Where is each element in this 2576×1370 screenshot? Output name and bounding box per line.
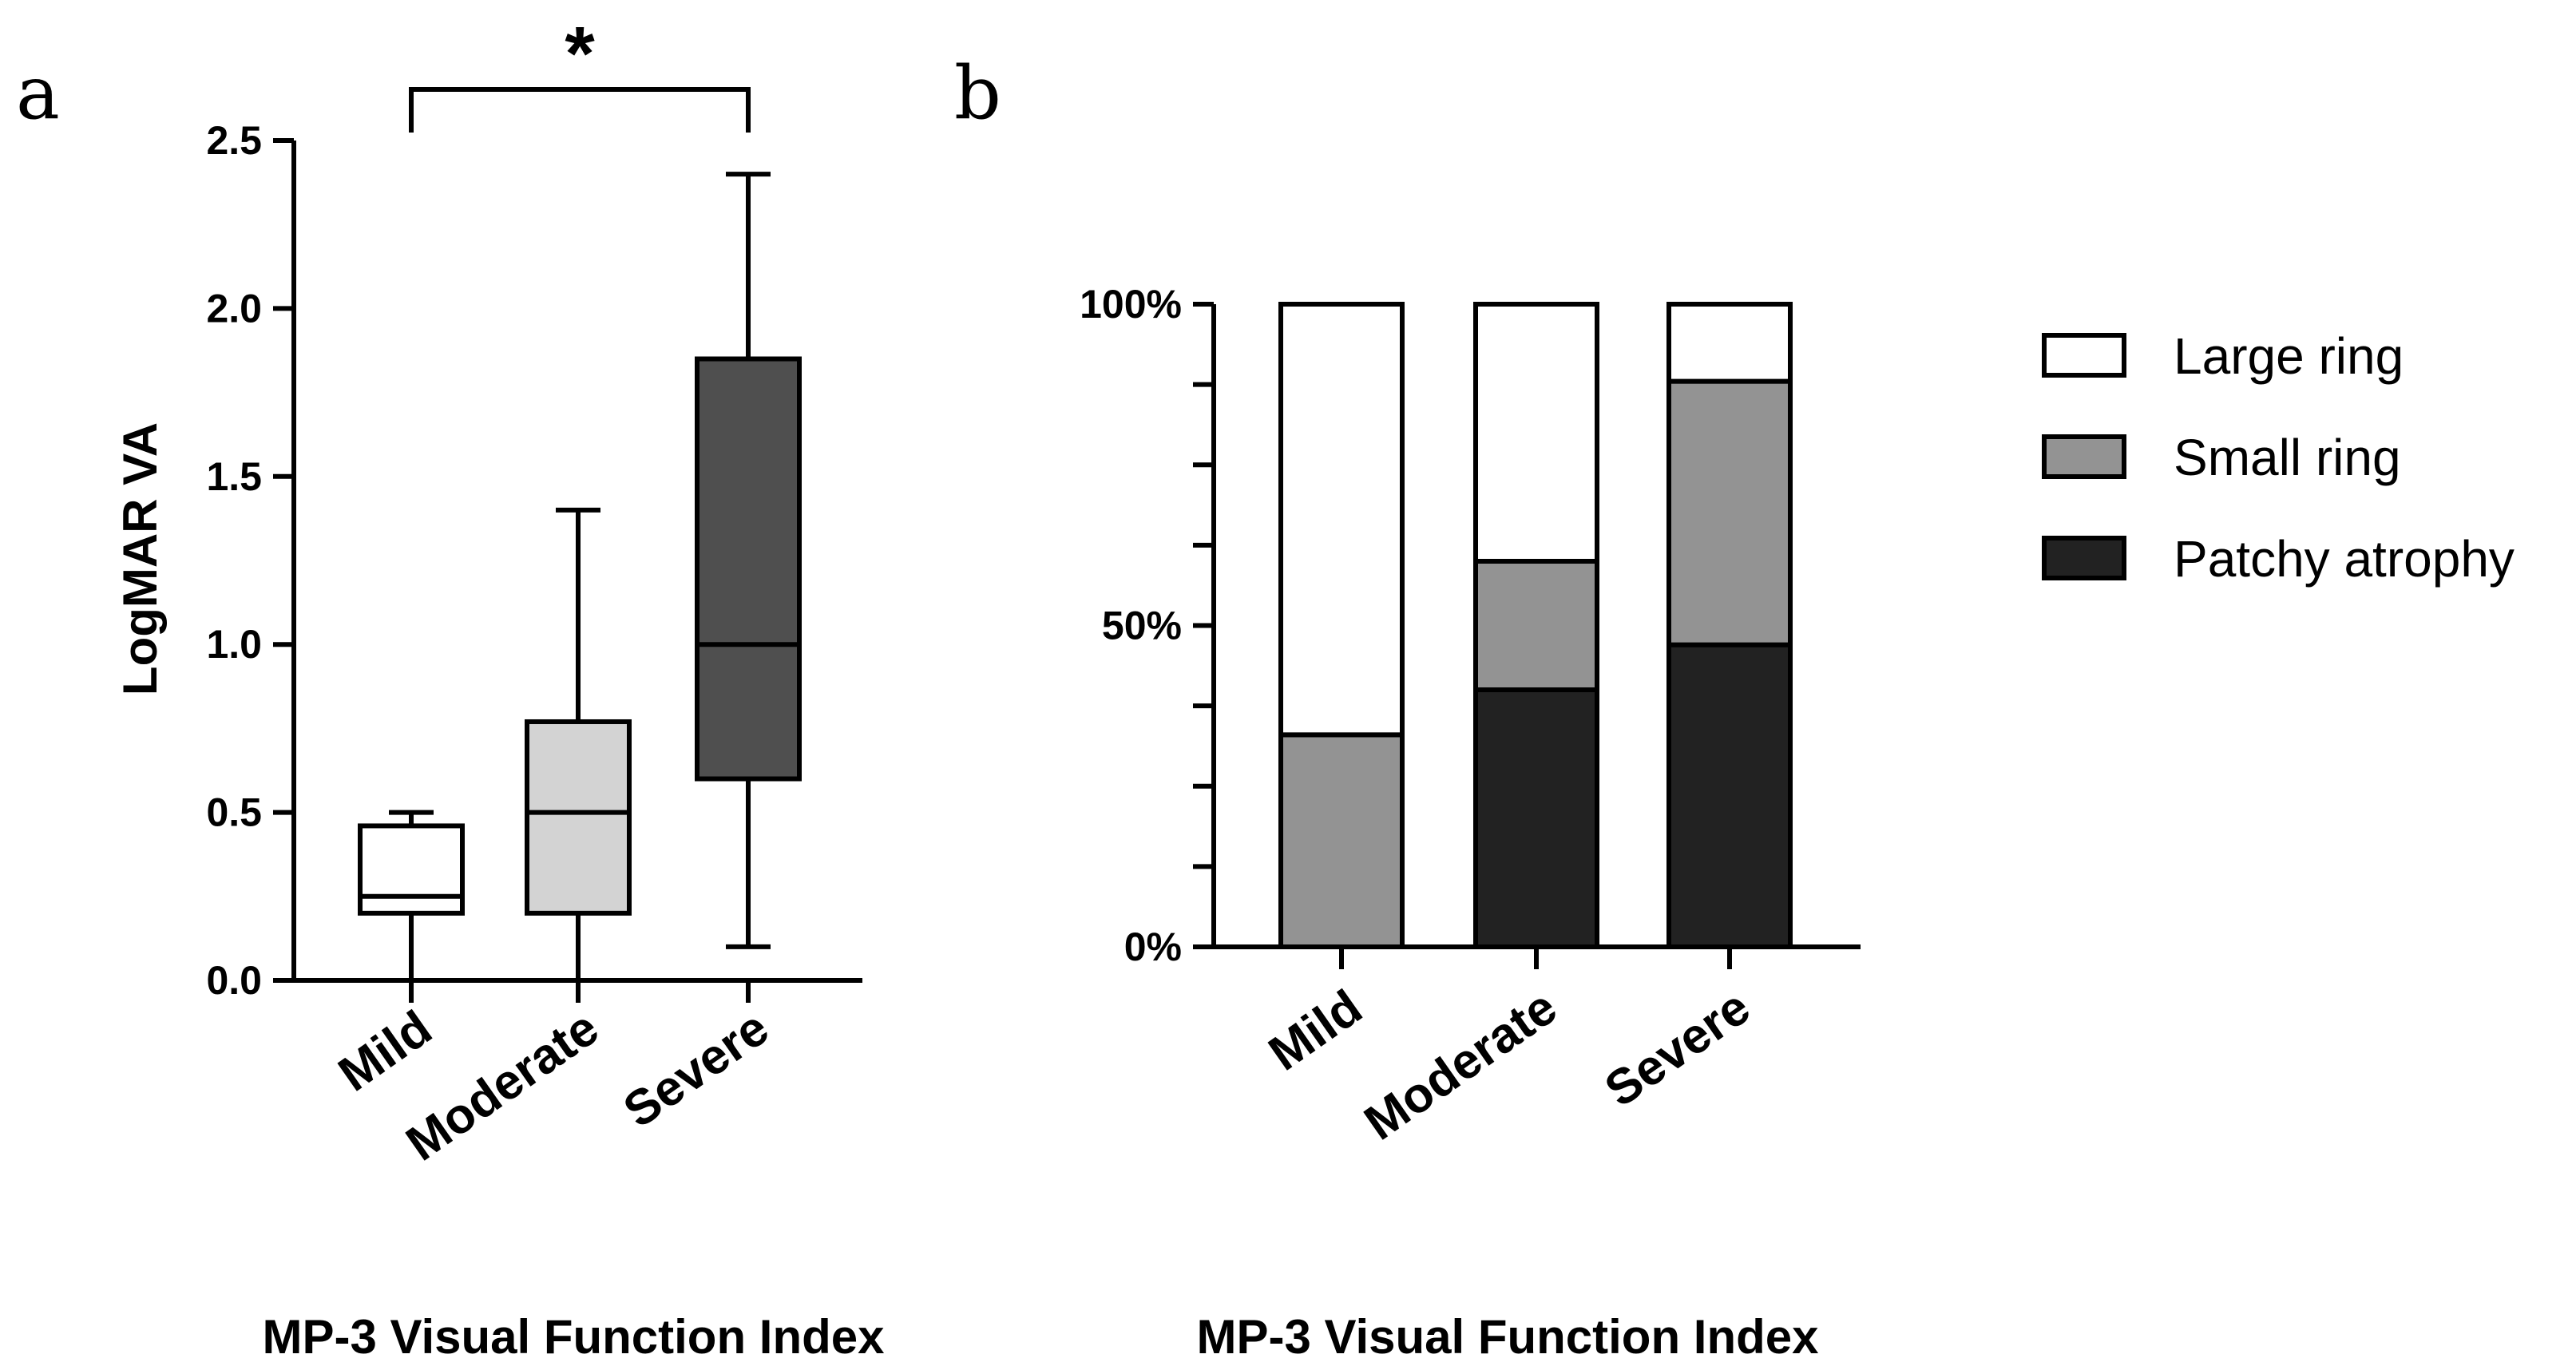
box-plot-boxes xyxy=(358,172,802,980)
panel-letter-b: b xyxy=(954,50,1001,136)
legend: Large ring Small ring Patchy atrophy xyxy=(2042,327,2515,588)
legend-label: Large ring xyxy=(2174,327,2404,385)
legend-label: Patchy atrophy xyxy=(2174,530,2515,588)
x-axis-title: MP-3 Visual Function Index xyxy=(262,1310,884,1364)
significance-star: * xyxy=(565,11,595,97)
stacked-bars xyxy=(1278,302,1793,950)
box-moderate xyxy=(525,719,632,916)
bar-segment-large-ring xyxy=(1666,302,1793,384)
y-tick-label: 1.5 xyxy=(206,454,262,499)
y-tick-label: 2.0 xyxy=(206,286,262,331)
y-axis-title: LogMAR VA xyxy=(113,422,167,695)
legend-label: Small ring xyxy=(2174,429,2401,486)
legend-swatch xyxy=(2042,434,2126,479)
box-severe xyxy=(695,356,802,782)
bar-segment-patchy-atrophy xyxy=(1473,687,1599,949)
x-tick-label: Mild xyxy=(329,1000,442,1103)
y-tick-label: 2.5 xyxy=(206,118,262,163)
y-tick-label: 0.5 xyxy=(206,790,262,835)
legend-swatch xyxy=(2042,536,2126,580)
x-tick-label: Mild xyxy=(1259,980,1372,1082)
bar-segment-patchy-atrophy xyxy=(1666,642,1793,950)
x-tick-label: Severe xyxy=(614,1000,779,1138)
box-mild xyxy=(358,823,465,916)
bar-segment-small-ring xyxy=(1473,559,1599,692)
y-tick-label: 100% xyxy=(1080,282,1182,327)
bar-segment-large-ring xyxy=(1473,302,1599,564)
x-axis-title: MP-3 Visual Function Index xyxy=(1196,1310,1818,1364)
y-tick-label: 0.0 xyxy=(206,958,262,1003)
y-tick-label: 50% xyxy=(1102,604,1182,648)
y-tick-label: 1.0 xyxy=(206,622,262,667)
x-tick-label: Moderate xyxy=(397,1000,608,1172)
bar-segment-large-ring xyxy=(1278,302,1405,738)
x-tick-label: Severe xyxy=(1595,980,1760,1118)
y-tick-label: 0% xyxy=(1124,925,1182,969)
bracket-line xyxy=(409,87,751,133)
x-tick-label: Moderate xyxy=(1355,980,1567,1151)
legend-swatch xyxy=(2042,333,2126,378)
panel-letter-a: a xyxy=(16,50,60,136)
bar-segment-small-ring xyxy=(1278,732,1405,949)
stacked-bar-axes xyxy=(1193,302,1861,969)
significance-bracket: * xyxy=(409,11,751,133)
bar-segment-small-ring xyxy=(1666,378,1793,647)
